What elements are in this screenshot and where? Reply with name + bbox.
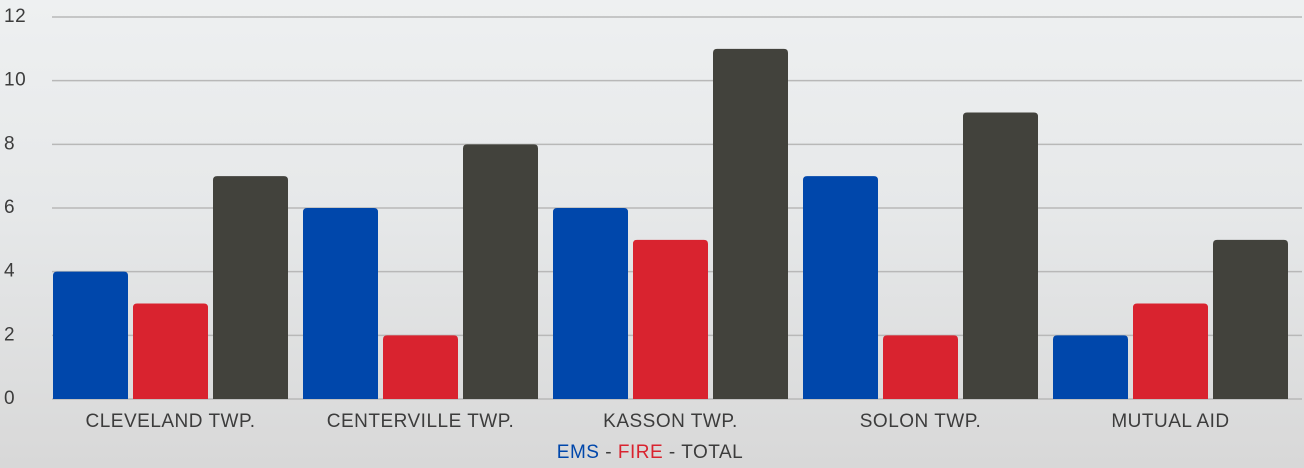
bar: [1213, 239, 1288, 399]
y-tick-label: 8: [4, 133, 15, 154]
legend-entry: TOTAL: [681, 442, 743, 463]
bar: [133, 303, 208, 399]
bar: [633, 239, 708, 399]
y-tick-label: 12: [4, 6, 26, 27]
bar: [553, 208, 628, 399]
y-tick-label: 4: [4, 261, 15, 282]
x-tick-label: MUTUAL AID: [1111, 411, 1229, 432]
bar: [1053, 335, 1128, 399]
bar: [213, 176, 288, 399]
legend-entry: EMS: [557, 442, 600, 463]
bar: [713, 48, 788, 399]
y-tick-label: 10: [4, 70, 26, 91]
x-tick-label: SOLON TWP.: [860, 411, 982, 432]
bar: [53, 271, 128, 399]
bar: [963, 112, 1038, 399]
bar: [383, 335, 458, 399]
bar: [803, 176, 878, 399]
legend-separator: -: [663, 442, 681, 463]
legend-entry: FIRE: [618, 442, 663, 463]
x-tick-label: KASSON TWP.: [603, 411, 738, 432]
y-tick-label: 2: [4, 324, 15, 345]
bar: [303, 208, 378, 399]
y-tick-label: 6: [4, 197, 15, 218]
legend-separator: -: [599, 442, 617, 463]
bar: [883, 335, 958, 399]
x-tick-label: CENTERVILLE TWP.: [327, 411, 515, 432]
y-tick-label: 0: [4, 388, 15, 409]
bar: [1133, 303, 1208, 399]
x-tick-label: CLEVELAND TWP.: [86, 411, 256, 432]
bar: [463, 144, 538, 399]
legend: EMS - FIRE - TOTAL: [557, 442, 743, 463]
